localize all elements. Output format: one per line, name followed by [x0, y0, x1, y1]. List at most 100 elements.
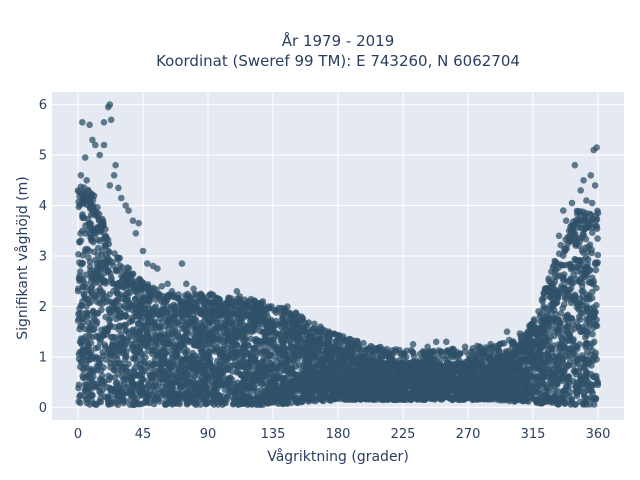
data-point — [247, 354, 255, 362]
data-point — [576, 341, 583, 348]
data-point — [125, 289, 132, 297]
data-point — [75, 384, 82, 392]
data-point — [188, 352, 196, 360]
data-point — [586, 241, 594, 248]
data-point — [115, 326, 123, 333]
data-point — [91, 256, 99, 264]
data-point — [589, 373, 597, 381]
data-point — [320, 361, 328, 369]
data-point — [582, 334, 589, 341]
data-point — [475, 387, 483, 395]
data-point — [295, 352, 303, 360]
data-point — [209, 327, 216, 335]
data-point — [228, 320, 235, 328]
data-point — [78, 315, 86, 322]
data-point — [123, 296, 131, 304]
data-point — [156, 398, 163, 405]
data-point — [76, 309, 83, 317]
data-point — [114, 306, 121, 313]
data-point — [187, 385, 195, 393]
data-point — [589, 330, 596, 338]
data-point — [150, 311, 157, 319]
data-point — [594, 379, 601, 387]
data-point — [144, 377, 152, 385]
data-point — [527, 387, 534, 395]
data-point — [85, 345, 93, 353]
data-point — [586, 322, 593, 329]
data-point — [154, 386, 161, 393]
data-point — [210, 315, 217, 322]
data-point — [594, 235, 601, 242]
data-point — [293, 373, 301, 381]
data-point — [165, 365, 173, 372]
data-point — [537, 354, 544, 362]
data-point — [91, 316, 99, 324]
data-point — [159, 375, 166, 383]
data-point — [133, 396, 141, 403]
data-point — [583, 295, 590, 303]
data-point — [351, 388, 358, 396]
data-point — [575, 324, 583, 331]
data-point — [251, 378, 258, 385]
data-point — [328, 351, 336, 359]
data-point — [442, 378, 450, 385]
data-point — [106, 317, 113, 324]
data-point — [184, 362, 192, 370]
data-point — [372, 394, 380, 401]
data-point — [261, 342, 268, 350]
data-point — [512, 382, 520, 390]
data-point — [547, 302, 554, 309]
data-point — [408, 370, 416, 377]
data-point — [84, 296, 92, 304]
data-point — [192, 324, 200, 332]
data-point — [83, 399, 91, 407]
data-point — [229, 401, 237, 408]
data-point — [87, 273, 94, 281]
data-point — [155, 331, 162, 339]
data-point — [200, 323, 207, 331]
data-point — [266, 344, 274, 352]
data-point — [84, 245, 91, 253]
data-point — [112, 380, 120, 387]
data-point — [550, 306, 558, 314]
data-point — [205, 374, 212, 382]
data-point — [239, 400, 247, 407]
data-point — [590, 304, 597, 311]
data-point — [270, 388, 277, 396]
data-point — [169, 326, 177, 334]
data-point — [130, 340, 138, 347]
data-point — [256, 338, 264, 345]
data-point — [111, 374, 119, 381]
data-point — [204, 351, 211, 359]
data-point — [134, 329, 141, 337]
data-point — [238, 359, 245, 367]
data-point — [88, 288, 95, 295]
data-point — [234, 379, 241, 387]
data-point — [588, 288, 596, 296]
data-point — [583, 349, 591, 356]
data-point — [216, 363, 223, 370]
data-point — [138, 340, 145, 347]
data-point — [309, 366, 317, 374]
data-point — [495, 365, 503, 372]
data-point — [99, 349, 106, 356]
data-point — [277, 382, 284, 390]
data-point — [83, 360, 90, 368]
data-point — [485, 389, 493, 396]
data-point — [277, 390, 285, 398]
data-point — [583, 304, 590, 312]
data-point — [569, 321, 577, 329]
data-point — [486, 368, 494, 376]
data-point — [162, 401, 170, 408]
data-point — [562, 316, 570, 324]
data-point — [245, 362, 253, 370]
data-point — [110, 367, 118, 374]
data-point — [581, 394, 589, 401]
data-point — [567, 388, 574, 396]
data-point — [285, 384, 293, 392]
data-point — [486, 374, 494, 381]
data-point — [123, 368, 130, 376]
data-point — [345, 386, 352, 394]
data-point — [90, 294, 98, 301]
data-point — [223, 379, 230, 387]
